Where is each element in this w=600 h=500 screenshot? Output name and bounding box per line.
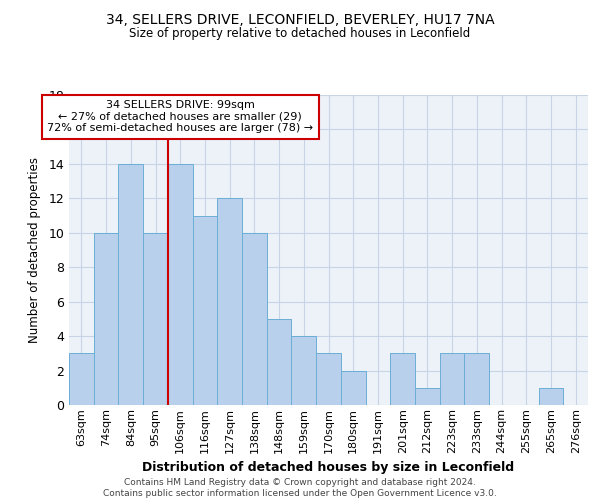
Bar — [316, 354, 341, 405]
Bar — [390, 354, 415, 405]
X-axis label: Distribution of detached houses by size in Leconfield: Distribution of detached houses by size … — [142, 461, 515, 474]
Bar — [69, 354, 94, 405]
Bar — [118, 164, 143, 405]
Bar — [168, 164, 193, 405]
Y-axis label: Number of detached properties: Number of detached properties — [28, 157, 41, 343]
Text: 34 SELLERS DRIVE: 99sqm
← 27% of detached houses are smaller (29)
72% of semi-de: 34 SELLERS DRIVE: 99sqm ← 27% of detache… — [47, 100, 313, 134]
Bar — [440, 354, 464, 405]
Bar — [143, 233, 168, 405]
Text: 34, SELLERS DRIVE, LECONFIELD, BEVERLEY, HU17 7NA: 34, SELLERS DRIVE, LECONFIELD, BEVERLEY,… — [106, 12, 494, 26]
Bar — [267, 319, 292, 405]
Bar — [193, 216, 217, 405]
Text: Size of property relative to detached houses in Leconfield: Size of property relative to detached ho… — [130, 28, 470, 40]
Bar — [464, 354, 489, 405]
Bar — [94, 233, 118, 405]
Bar — [292, 336, 316, 405]
Bar — [341, 370, 365, 405]
Text: Contains HM Land Registry data © Crown copyright and database right 2024.
Contai: Contains HM Land Registry data © Crown c… — [103, 478, 497, 498]
Bar — [217, 198, 242, 405]
Bar — [539, 388, 563, 405]
Bar — [415, 388, 440, 405]
Bar — [242, 233, 267, 405]
